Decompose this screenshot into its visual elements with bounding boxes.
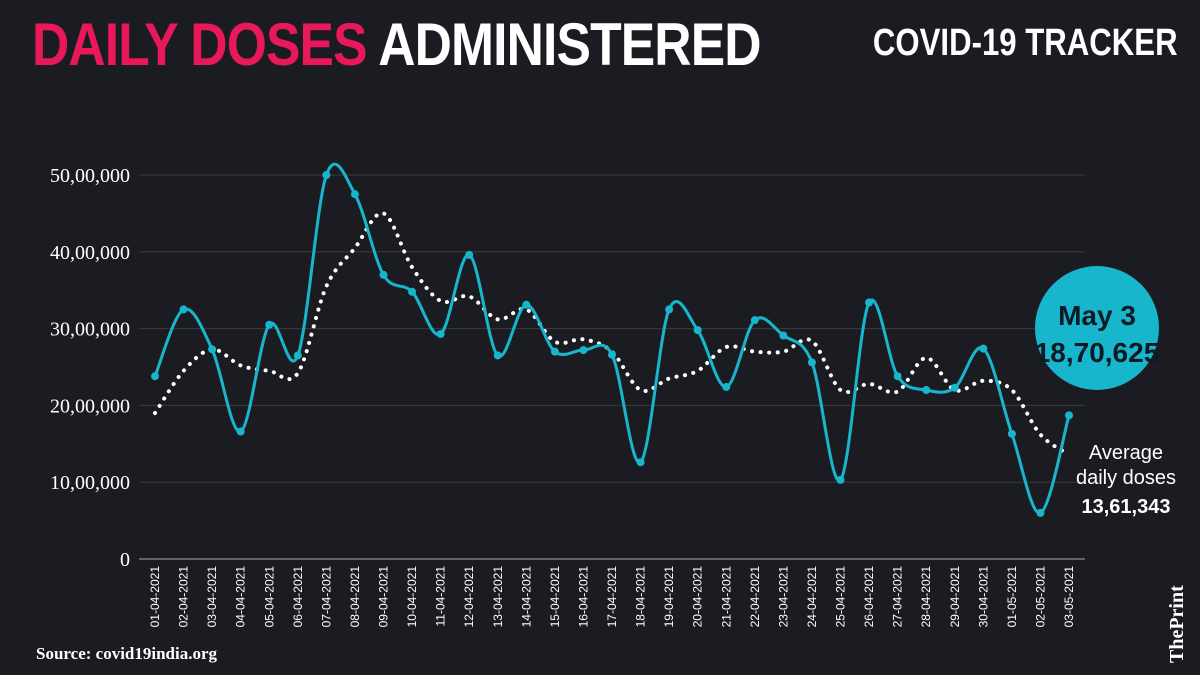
x-tick-label: 01-05-2021 [1005,566,1019,628]
daily-point [179,305,188,314]
theprint-logo: ThePrint [1166,585,1188,663]
daily-point [408,287,417,296]
callout-date: May 3 [1058,300,1136,331]
title-rest: ADMINISTERED [378,11,761,78]
daily-point [865,298,874,307]
daily-point [779,331,788,340]
x-tick-label: 23-04-2021 [776,566,790,628]
y-tick-label: 30,00,000 [50,319,130,341]
x-tick-label: 08-04-2021 [348,566,362,628]
chart-title: DAILY DOSES ADMINISTERED [32,11,762,78]
x-tick-label: 24-04-2021 [805,566,819,628]
x-tick-label: 25-04-2021 [834,566,848,628]
x-tick-label: 03-05-2021 [1062,566,1076,628]
x-tick-label: 29-04-2021 [948,566,962,628]
x-tick-label: 21-04-2021 [719,566,733,628]
daily-series-line [153,162,1071,515]
daily-point [893,372,902,381]
y-tick-label: 10,00,000 [50,472,130,494]
daily-point [265,320,274,329]
daily-point [950,383,959,392]
x-tick-label: 22-04-2021 [748,566,762,628]
daily-point [722,382,731,391]
daily-point [1036,508,1045,517]
daily-point [550,347,559,356]
callout-bubble [1035,266,1159,390]
x-tick-label: 27-04-2021 [891,566,905,628]
x-axis-labels: 01-04-2021 02-04-2021 03-04-2021 04-04-2021… [148,566,1076,628]
daily-point [579,346,588,355]
title-accent: DAILY DOSES [32,11,368,78]
daily-point [151,372,159,381]
daily-point [1065,411,1073,420]
x-tick-label: 07-04-2021 [319,566,333,628]
y-tick-label: 50,00,000 [50,165,130,187]
x-tick-label: 15-04-2021 [548,566,562,628]
daily-point [1007,429,1016,438]
source-note: Source: covid19india.org [36,644,218,663]
x-tick-label: 16-04-2021 [576,566,590,628]
grid-lines [139,174,1085,560]
x-tick-label: 11-04-2021 [434,566,448,627]
daily-point [236,427,245,436]
x-tick-label: 12-04-2021 [462,566,476,628]
daily-point [350,190,359,199]
y-tick-label: 0 [120,549,130,571]
daily-point [493,351,502,360]
daily-point [665,305,674,314]
logo-text: ThePrint [1166,585,1188,663]
x-tick-label: 28-04-2021 [919,566,933,628]
tracker-label: COVID-19 TRACKER [873,22,1178,64]
daily-point [693,326,702,335]
average-label-line2: daily doses [1076,467,1176,489]
x-tick-label: 01-04-2021 [148,566,162,628]
average-series-line [153,211,1071,457]
x-tick-label: 02-05-2021 [1033,566,1047,628]
daily-point [636,458,645,467]
x-tick-label: 10-04-2021 [405,566,419,628]
x-tick-label: 20-04-2021 [691,566,705,628]
callout-value: 18,70,625 [1035,337,1160,368]
average-label-line1: Average [1089,442,1163,464]
y-tick-label: 20,00,000 [50,395,130,417]
x-tick-label: 18-04-2021 [634,566,648,628]
daily-series-points [151,171,1073,517]
daily-point [465,250,474,259]
x-tick-label: 03-04-2021 [205,566,219,628]
daily-point [522,300,531,309]
y-axis-ticks: 0 10,00,000 20,00,000 30,00,000 40,00,000 50,… [50,165,130,571]
x-tick-label: 06-04-2021 [291,566,305,628]
y-tick-label: 40,00,000 [50,242,130,264]
x-tick-label: 13-04-2021 [491,566,505,628]
x-tick-label: 30-04-2021 [976,566,990,628]
daily-point [208,345,217,354]
x-tick-label: 02-04-2021 [177,566,191,628]
average-label-value: 13,61,343 [1082,496,1171,518]
daily-point [322,171,331,179]
x-tick-label: 09-04-2021 [377,566,391,628]
daily-point [807,358,816,367]
daily-point [436,329,445,338]
daily-point [750,316,759,325]
daily-point [293,351,302,360]
daily-point [979,344,988,353]
x-tick-label: 04-04-2021 [234,566,248,628]
x-tick-label: 17-04-2021 [605,566,619,628]
daily-point [379,270,388,279]
daily-point [608,350,616,359]
x-tick-label: 26-04-2021 [862,566,876,628]
daily-point [922,386,931,395]
x-tick-label: 05-04-2021 [262,566,276,628]
daily-point [836,475,845,484]
x-tick-label: 14-04-2021 [519,566,533,628]
x-tick-label: 19-04-2021 [662,566,676,628]
